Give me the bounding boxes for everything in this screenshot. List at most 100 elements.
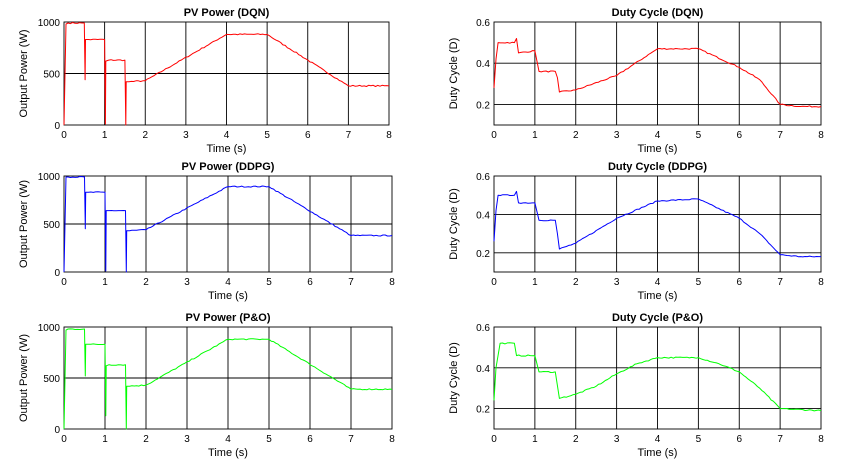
x-tick-label: 0: [491, 277, 497, 288]
x-tick-label: 4: [655, 434, 661, 445]
y-tick-label: 0.2: [476, 405, 490, 416]
chart-panel-4: 0 1 2 3 4 5 6 7 8 0.2 0.4 0.6 Duty Cycle (DDPG) Time …: [448, 161, 824, 302]
x-tick-label: 5: [266, 434, 272, 445]
chart-title: Duty Cycle (DQN): [612, 7, 704, 19]
x-tick-label: 1: [102, 434, 108, 445]
x-tick-label: 6: [736, 434, 742, 445]
x-tick-label: 6: [305, 130, 311, 141]
y-axis-label: Output Power (W): [18, 180, 30, 268]
y-tick-label: 0.4: [476, 364, 490, 375]
y-axis-label: Duty Cycle (D): [448, 188, 460, 260]
x-tick-label: 8: [818, 434, 824, 445]
y-axis-label: Output Power (W): [18, 334, 30, 422]
chart-title: Duty Cycle (P&O): [612, 312, 703, 324]
x-tick-label: 4: [224, 130, 230, 141]
x-tick-label: 8: [389, 277, 395, 288]
series-line: [63, 22, 390, 126]
y-tick-label: 0: [54, 425, 60, 436]
x-tick-label: 7: [348, 277, 354, 288]
y-tick-label: 0.4: [476, 210, 490, 221]
x-tick-label: 6: [736, 277, 742, 288]
x-tick-label: 1: [102, 277, 108, 288]
x-tick-label: 2: [573, 277, 579, 288]
x-tick-label: 1: [532, 130, 538, 141]
x-tick-label: 2: [143, 434, 149, 445]
chart-panel-6: 0 1 2 3 4 5 6 7 8 0.2 0.4 0.6 Duty Cycle (P&O) Time (…: [448, 312, 824, 459]
x-tick-label: 3: [183, 130, 189, 141]
chart-panel-1: 0 1 2 3 4 5 6 7 8 0 500 1000 PV Power (DQN) Time (s) O…: [18, 7, 392, 155]
x-axis-label: Time (s): [208, 447, 248, 459]
y-tick-label: 500: [43, 374, 60, 385]
x-tick-label: 8: [818, 130, 824, 141]
y-axis-label: Output Power (W): [18, 29, 30, 117]
series-line: [493, 38, 822, 108]
x-tick-label: 3: [614, 434, 620, 445]
y-tick-label: 1000: [38, 18, 61, 29]
y-tick-label: 500: [43, 220, 60, 231]
x-tick-label: 8: [818, 277, 824, 288]
x-tick-label: 6: [307, 277, 313, 288]
x-tick-label: 5: [696, 277, 702, 288]
series-line: [63, 176, 393, 273]
series-line: [493, 342, 822, 412]
x-tick-label: 7: [348, 434, 354, 445]
y-axis-label: Duty Cycle (D): [448, 38, 460, 110]
x-tick-label: 0: [61, 277, 67, 288]
x-tick-label: 3: [184, 434, 190, 445]
x-axis-label: Time (s): [638, 290, 678, 302]
y-tick-label: 0.6: [476, 323, 490, 334]
x-tick-label: 4: [655, 277, 661, 288]
chart-panel-2: 0 1 2 3 4 5 6 7 8 0.2 0.4 0.6 Duty Cycle (DQN) Time (…: [448, 7, 824, 155]
series-line: [493, 190, 821, 258]
x-tick-label: 2: [143, 277, 149, 288]
x-tick-label: 5: [266, 277, 272, 288]
x-tick-label: 8: [389, 434, 395, 445]
y-tick-label: 0.2: [476, 249, 490, 260]
x-tick-label: 7: [777, 277, 783, 288]
x-tick-label: 0: [491, 434, 497, 445]
x-tick-label: 2: [573, 130, 579, 141]
chart-panel-5: 0 1 2 3 4 5 6 7 8 0 500 1000 PV Power (P&O) Time (s) O…: [18, 312, 395, 459]
y-tick-label: 1000: [38, 323, 61, 334]
x-tick-label: 2: [142, 130, 148, 141]
x-tick-label: 2: [573, 434, 579, 445]
x-tick-label: 3: [184, 277, 190, 288]
x-axis-label: Time (s): [638, 447, 678, 459]
y-tick-label: 1000: [38, 172, 61, 183]
x-tick-label: 1: [532, 277, 538, 288]
x-tick-label: 5: [696, 434, 702, 445]
chart-panel-3: 0 1 2 3 4 5 6 7 8 0 500 1000 PV Power (DDPG) Time (s)…: [18, 161, 395, 302]
x-axis-label: Time (s): [207, 143, 247, 155]
x-tick-label: 0: [491, 130, 497, 141]
x-tick-label: 6: [307, 434, 313, 445]
y-tick-label: 0: [54, 268, 60, 279]
x-tick-label: 7: [346, 130, 352, 141]
y-tick-label: 0.2: [476, 100, 490, 111]
y-tick-label: 0.6: [476, 172, 490, 183]
x-tick-label: 6: [736, 130, 742, 141]
x-tick-label: 1: [532, 434, 538, 445]
x-tick-label: 3: [614, 130, 620, 141]
x-tick-label: 0: [61, 434, 67, 445]
series-line: [63, 328, 393, 430]
y-tick-label: 0.6: [476, 18, 490, 29]
x-tick-label: 3: [614, 277, 620, 288]
x-tick-label: 5: [264, 130, 270, 141]
x-tick-label: 4: [655, 130, 661, 141]
chart-title: PV Power (P&O): [186, 312, 271, 324]
x-tick-label: 7: [777, 130, 783, 141]
y-axis-label: Duty Cycle (D): [448, 342, 460, 414]
x-tick-label: 4: [225, 434, 231, 445]
x-tick-label: 0: [61, 130, 67, 141]
x-axis-label: Time (s): [638, 143, 678, 155]
y-tick-label: 500: [43, 70, 60, 81]
y-tick-label: 0: [54, 121, 60, 132]
x-tick-label: 4: [225, 277, 231, 288]
x-tick-label: 5: [696, 130, 702, 141]
y-tick-label: 0.4: [476, 59, 490, 70]
x-tick-label: 8: [386, 130, 392, 141]
chart-title: PV Power (DDPG): [182, 161, 275, 173]
x-axis-label: Time (s): [208, 290, 248, 302]
chart-title: PV Power (DQN): [184, 7, 270, 19]
